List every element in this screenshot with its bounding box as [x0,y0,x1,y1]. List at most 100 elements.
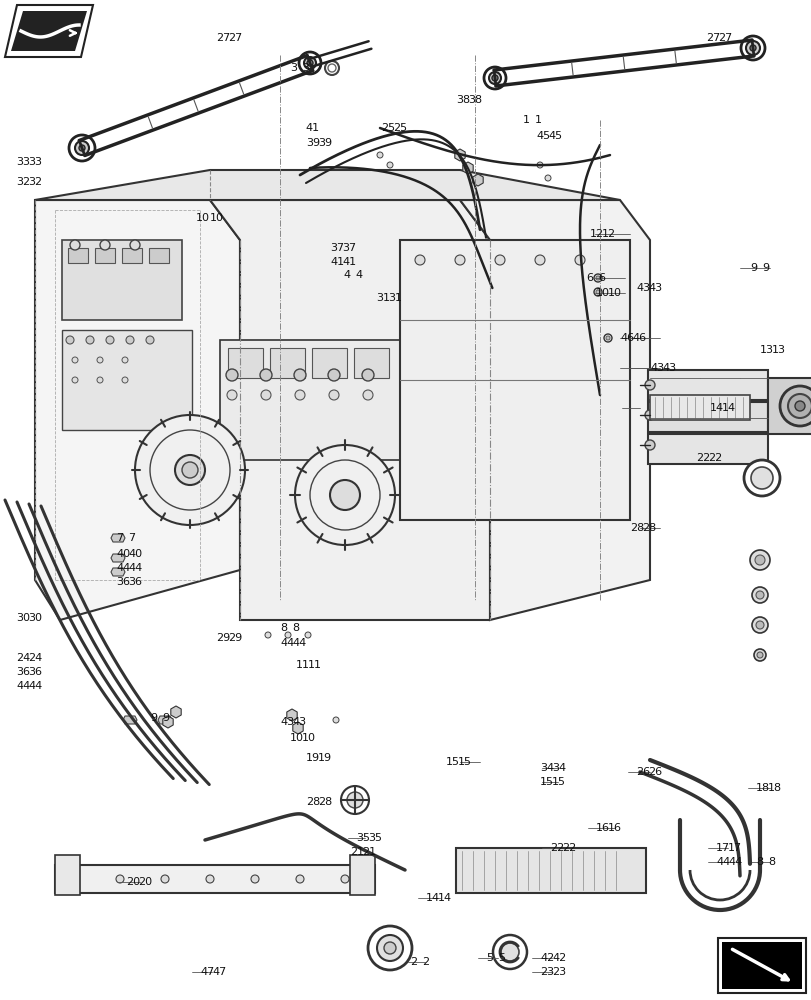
Circle shape [294,369,306,381]
Circle shape [750,467,772,489]
Text: 47: 47 [200,967,214,977]
Bar [649,395,749,420]
Text: 24: 24 [28,653,42,663]
Text: 26: 26 [647,767,661,777]
Circle shape [454,255,465,265]
Circle shape [414,255,424,265]
Circle shape [751,587,767,603]
Bar [68,248,88,263]
Text: 8: 8 [292,623,298,633]
Circle shape [333,717,338,723]
Text: 10: 10 [595,288,609,298]
Circle shape [749,550,769,570]
Circle shape [72,357,78,363]
Text: 42: 42 [539,953,554,963]
Bar [55,855,80,895]
Text: 10: 10 [210,213,224,223]
Text: 7: 7 [116,533,123,543]
Text: 28: 28 [629,523,643,533]
Circle shape [341,786,368,814]
Circle shape [603,334,611,342]
Circle shape [492,935,526,969]
Circle shape [69,135,95,161]
Circle shape [135,415,245,525]
Polygon shape [122,716,137,724]
Text: 43: 43 [661,363,676,373]
Text: 5: 5 [486,953,492,963]
Polygon shape [460,200,649,620]
Circle shape [644,440,654,450]
Polygon shape [111,554,125,562]
Text: 44: 44 [280,638,294,648]
Text: 1: 1 [534,115,541,125]
Circle shape [122,357,128,363]
Circle shape [745,41,759,55]
Text: 14: 14 [437,893,452,903]
Text: 1: 1 [522,115,530,125]
Bar [456,848,646,893]
Text: 9: 9 [150,713,157,723]
Circle shape [754,555,764,565]
Bar [122,248,142,263]
Text: 24: 24 [16,653,30,663]
Text: 27: 27 [717,33,732,43]
Text: 10: 10 [195,213,210,223]
Circle shape [743,460,779,496]
Text: 27: 27 [216,33,230,43]
Circle shape [574,255,584,265]
Polygon shape [111,568,125,576]
Circle shape [363,390,372,400]
Circle shape [384,942,396,954]
Bar [55,865,375,893]
Text: 25: 25 [380,123,395,133]
Bar [767,378,811,434]
Circle shape [285,632,290,638]
Text: 44: 44 [116,563,130,573]
Text: 10: 10 [290,733,303,743]
Text: 44: 44 [16,681,30,691]
Text: 20: 20 [126,877,140,887]
Text: 34: 34 [551,763,565,773]
Text: 39: 39 [306,138,320,148]
Text: 45: 45 [547,131,561,141]
Text: 10: 10 [302,733,315,743]
Text: 4: 4 [354,270,362,280]
Circle shape [70,240,80,250]
Text: 13: 13 [771,345,785,355]
Text: 38: 38 [456,95,470,105]
Text: 14: 14 [426,893,440,903]
Text: 15: 15 [551,777,565,787]
Circle shape [97,357,103,363]
Polygon shape [35,170,620,200]
Circle shape [495,255,504,265]
Text: 19: 19 [318,753,332,763]
Circle shape [294,390,305,400]
Circle shape [86,336,94,344]
Circle shape [182,462,198,478]
Text: 21: 21 [350,847,363,857]
Text: 29: 29 [216,633,230,643]
Text: 29: 29 [228,633,242,643]
Text: 31: 31 [388,293,401,303]
Circle shape [488,72,500,84]
Bar [270,348,305,378]
Text: 33: 33 [16,157,30,167]
Circle shape [387,162,393,168]
Text: 8: 8 [755,857,762,867]
Text: 41: 41 [329,257,344,267]
Bar [647,402,767,432]
Circle shape [251,875,259,883]
Circle shape [130,240,139,250]
Text: 44: 44 [128,563,142,573]
Text: 36: 36 [16,667,30,677]
Circle shape [106,336,114,344]
Bar [311,348,346,378]
Text: 4: 4 [342,270,350,280]
Text: 16: 16 [607,823,621,833]
Circle shape [755,621,763,629]
Text: 36: 36 [116,577,130,587]
Text: 30: 30 [16,613,30,623]
Polygon shape [158,716,172,724]
Circle shape [225,369,238,381]
Circle shape [79,145,85,151]
